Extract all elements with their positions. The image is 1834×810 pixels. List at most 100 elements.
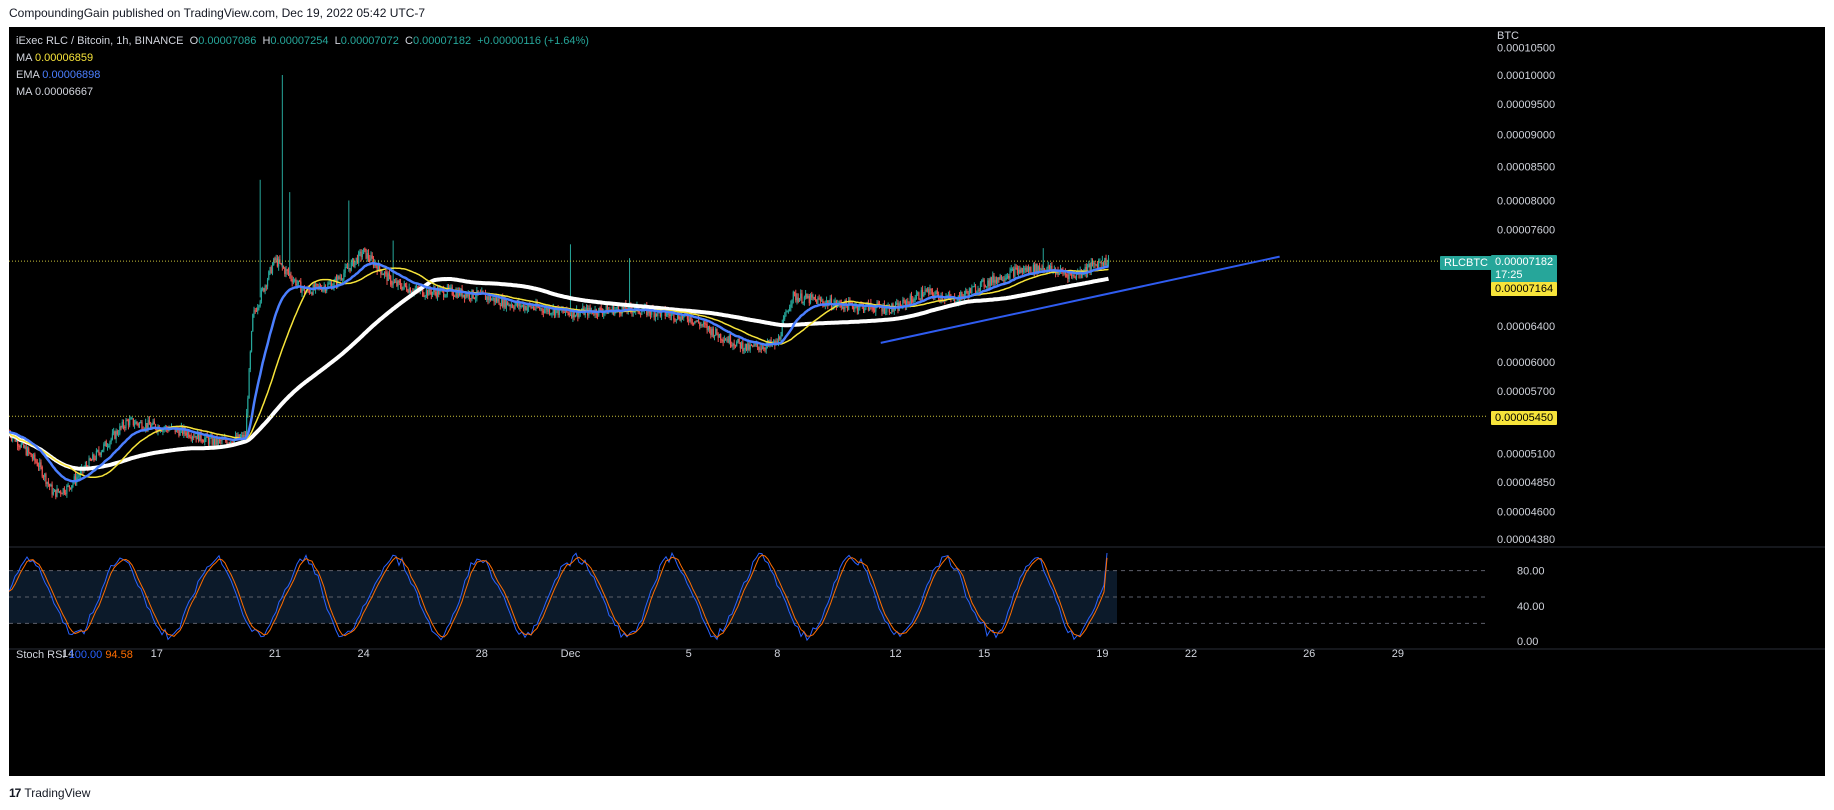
time-axis-tick[interactable]: 5	[686, 648, 692, 660]
time-axis-tick[interactable]: 22	[1185, 648, 1197, 660]
time-axis-tick[interactable]: 28	[476, 648, 488, 660]
candle-body	[366, 253, 368, 259]
candle-body	[23, 441, 25, 448]
candle-body	[449, 287, 451, 290]
time-axis-tick[interactable]: 12	[889, 648, 901, 660]
candle-body	[39, 462, 41, 468]
ascending-trendline[interactable]	[880, 255, 1280, 344]
candle-body	[259, 301, 261, 306]
price-axis-tick[interactable]: 0.00004850	[1497, 477, 1555, 489]
candle-body	[763, 347, 765, 349]
candle-body	[945, 297, 947, 301]
candle-body	[1057, 270, 1059, 275]
candle-body	[715, 328, 717, 335]
time-axis-tick[interactable]: 24	[357, 648, 369, 660]
price-axis-tick[interactable]: 0.00010500	[1497, 43, 1555, 55]
price-axis-tick[interactable]: 0.00009000	[1497, 129, 1555, 141]
candle-body	[195, 436, 197, 440]
candle-body	[1088, 264, 1090, 268]
candle-body	[724, 339, 727, 341]
ma1-row[interactable]: MA 0.00006859	[16, 50, 589, 67]
price-axis-tick[interactable]: 0.00007600	[1497, 224, 1555, 236]
candle-body	[422, 288, 424, 297]
candle-body	[939, 298, 941, 301]
candle-body	[1015, 267, 1017, 269]
candle-body	[532, 307, 535, 309]
time-axis-tick[interactable]: 19	[1096, 648, 1108, 660]
candle-body	[1074, 276, 1076, 278]
candle-body	[55, 489, 57, 497]
candle-body	[334, 278, 336, 282]
price-axis-tick[interactable]: 0.00010000	[1497, 70, 1555, 82]
candle-body	[622, 306, 624, 309]
candle-body	[525, 306, 527, 311]
candle-body	[124, 427, 126, 429]
candle-body	[109, 441, 111, 447]
candle-body	[237, 434, 239, 439]
candle-body	[406, 286, 408, 291]
time-axis-tick[interactable]: Dec	[561, 648, 581, 660]
candle-body	[363, 248, 365, 254]
last-price-value: 0.00007182	[1495, 256, 1554, 268]
time-axis-tick[interactable]: 17	[151, 648, 163, 660]
candle-body	[168, 429, 170, 432]
price-axis-tick[interactable]: 0.00005700	[1497, 386, 1555, 398]
candle-body	[430, 292, 432, 295]
price-axis-tick[interactable]: 0.00005100	[1497, 449, 1555, 461]
candle-body	[701, 324, 703, 326]
support-price-tag: 0.00005450	[1491, 411, 1558, 425]
stoch-rsi-axis-tick[interactable]: 0.00	[1517, 636, 1538, 648]
candle-body	[292, 280, 295, 283]
candle-body	[729, 335, 732, 345]
candle-body	[66, 485, 68, 494]
price-axis-tick[interactable]: 0.00008000	[1497, 195, 1555, 207]
candle-body	[1082, 273, 1084, 276]
chart-area[interactable]: BTC 0.00010500 0.00010000 0.00009500 0.00009…	[9, 27, 1825, 776]
candle-body	[789, 307, 791, 312]
candle-body	[523, 304, 525, 310]
candle-body	[127, 420, 130, 426]
candle-body	[1013, 268, 1015, 277]
candle-body	[871, 306, 873, 308]
stoch-rsi-legend[interactable]: Stoch RSI 100.00 94.58	[16, 649, 133, 661]
candle-body	[539, 307, 541, 310]
candle-body	[726, 339, 728, 341]
time-axis-tick[interactable]: 14	[62, 648, 74, 660]
time-axis-tick[interactable]: 26	[1303, 648, 1315, 660]
stoch-rsi-axis-tick[interactable]: 40.00	[1517, 601, 1545, 613]
candle-body	[740, 342, 743, 349]
price-axis-tick[interactable]: 0.00006400	[1497, 321, 1555, 333]
stoch-rsi-axis-tick[interactable]: 80.00	[1517, 566, 1545, 578]
candle-body	[475, 297, 477, 299]
price-axis-tick[interactable]: 0.00006000	[1497, 357, 1555, 369]
candle-body	[491, 298, 493, 301]
time-axis-tick[interactable]: 15	[978, 648, 990, 660]
candle-body	[211, 436, 213, 445]
ma2-row[interactable]: MA 0.00006667	[16, 84, 589, 101]
candle-body	[1010, 268, 1012, 271]
symbol-label[interactable]: iExec RLC / Bitcoin, 1h, BINANCE	[16, 35, 184, 47]
time-axis-tick[interactable]: 21	[269, 648, 281, 660]
candle-body	[428, 287, 430, 296]
candle-body	[433, 289, 435, 293]
time-axis-tick[interactable]: 29	[1392, 648, 1404, 660]
price-axis-tick[interactable]: 0.00008500	[1497, 161, 1555, 173]
price-axis-tick[interactable]: 0.00004380	[1497, 534, 1555, 546]
time-axis-tick[interactable]: 8	[774, 648, 780, 660]
candle-body	[825, 300, 828, 303]
candle-body	[1038, 266, 1041, 270]
candle-body	[920, 289, 922, 300]
candle-body	[24, 446, 26, 448]
candle-body	[809, 294, 812, 303]
ema-row[interactable]: EMA 0.00006898	[16, 67, 589, 84]
candle-body	[1084, 267, 1086, 273]
candle-body	[254, 310, 256, 312]
footer-brand[interactable]: TradingView	[24, 786, 91, 800]
price-axis-tick[interactable]: 0.00009500	[1497, 99, 1555, 111]
tradingview-logo-icon[interactable]: 17	[9, 786, 21, 800]
candle-body	[805, 293, 807, 298]
candle-body	[688, 319, 690, 322]
candle-body	[212, 438, 214, 445]
price-axis-tick[interactable]: 0.00004600	[1497, 507, 1555, 519]
